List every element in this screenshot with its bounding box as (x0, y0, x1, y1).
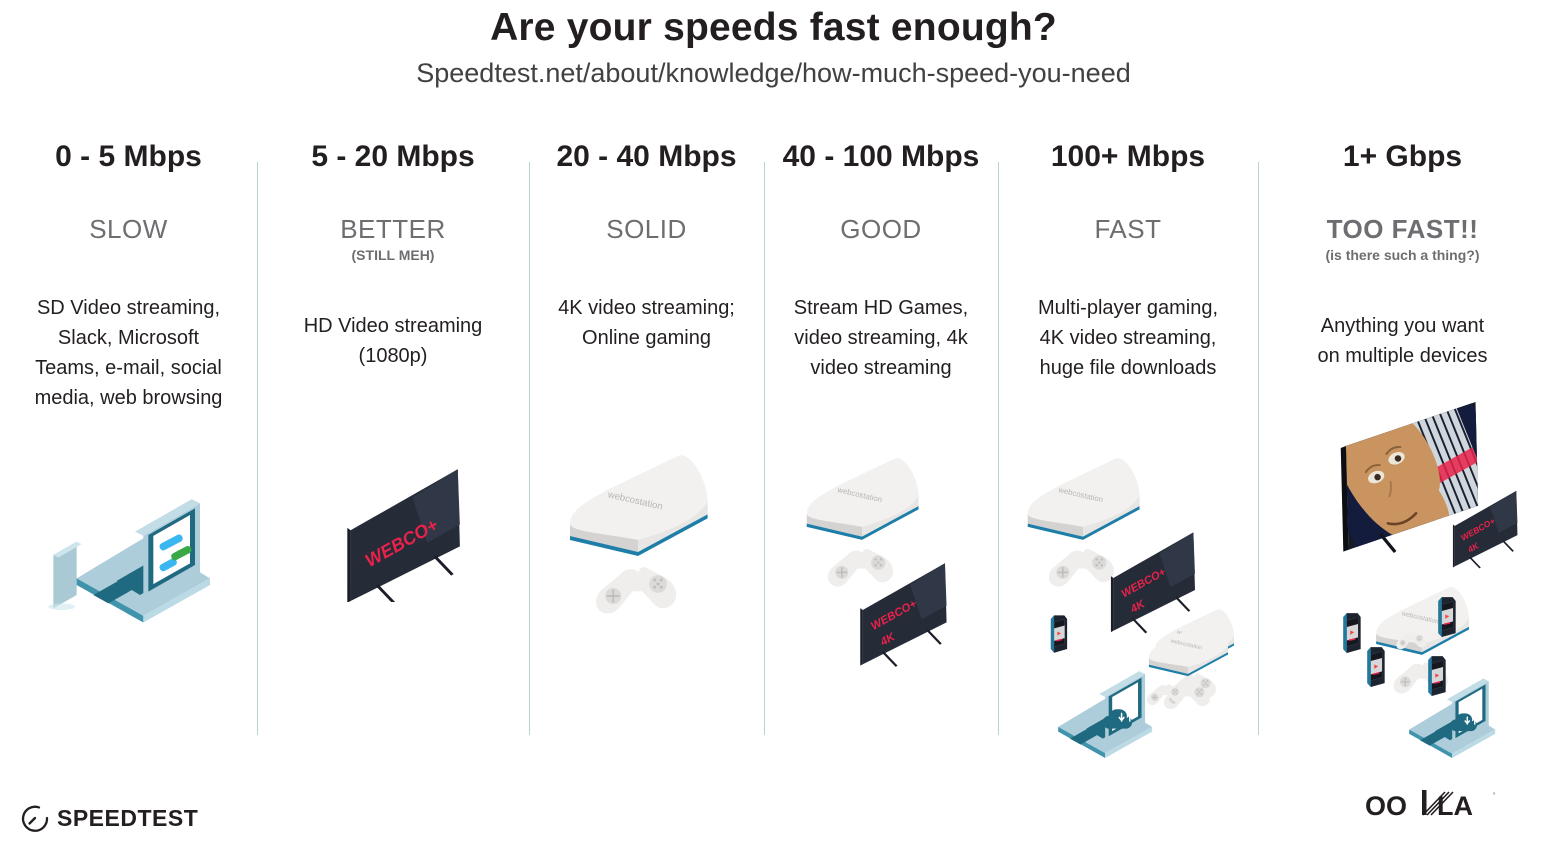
svg-text:’: ’ (1493, 791, 1495, 801)
svg-text:OO: OO (1365, 791, 1407, 821)
